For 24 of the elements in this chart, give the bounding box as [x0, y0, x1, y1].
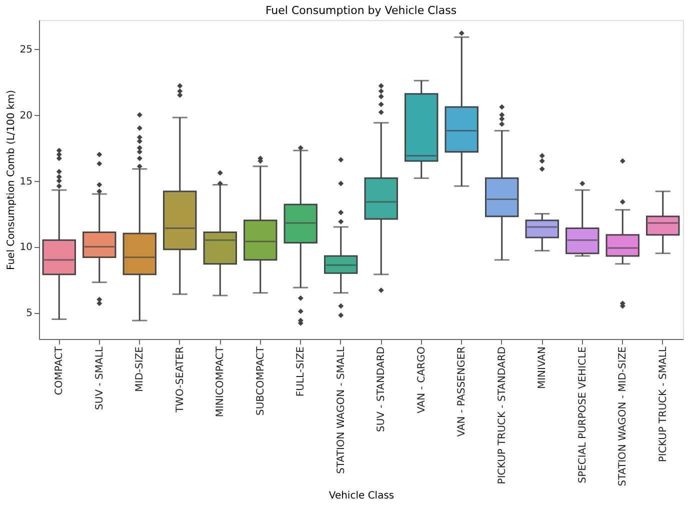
x-tick-label: COMPACT — [54, 346, 66, 396]
x-tick-label: MID-SIZE — [134, 346, 146, 392]
x-tick-label: STATION WAGON - MID-SIZE — [618, 346, 629, 486]
x-tick-label: PICKUP TRUCK - STANDARD — [496, 346, 508, 484]
x-axis-title: Vehicle Class — [328, 490, 394, 502]
chart-title: Fuel Consumption by Vehicle Class — [265, 4, 457, 17]
x-tick-label: PICKUP TRUCK - SMALL — [658, 346, 669, 462]
x-tick-label: FULL-SIZE — [296, 346, 307, 397]
x-tick-label: SUV - STANDARD — [376, 346, 388, 432]
x-tick-label: SPECIAL PURPOSE VEHICLE — [577, 346, 588, 484]
x-tick-label: SUV - SMALL — [94, 346, 106, 410]
x-tick-label: VAN - PASSENGER — [456, 346, 468, 437]
y-tick-label: 25 — [20, 44, 32, 56]
y-axis-title: Fuel Consumption Comb (L/100 km) — [6, 90, 17, 270]
x-tick-label: VAN - CARGO — [416, 346, 428, 414]
y-tick-label: 5 — [26, 308, 32, 320]
y-tick-label: 15 — [20, 176, 32, 188]
x-tick-label: STATION WAGON - SMALL — [336, 346, 347, 474]
x-tick-label: MINIVAN — [537, 346, 548, 390]
y-tick-label: 10 — [20, 242, 32, 254]
x-tick-label: TWO-SEATER — [174, 346, 186, 414]
y-tick-label: 20 — [20, 110, 32, 122]
x-tick-label: SUBCOMPACT — [255, 346, 266, 416]
x-tick-label: MINICOMPACT — [215, 346, 226, 418]
